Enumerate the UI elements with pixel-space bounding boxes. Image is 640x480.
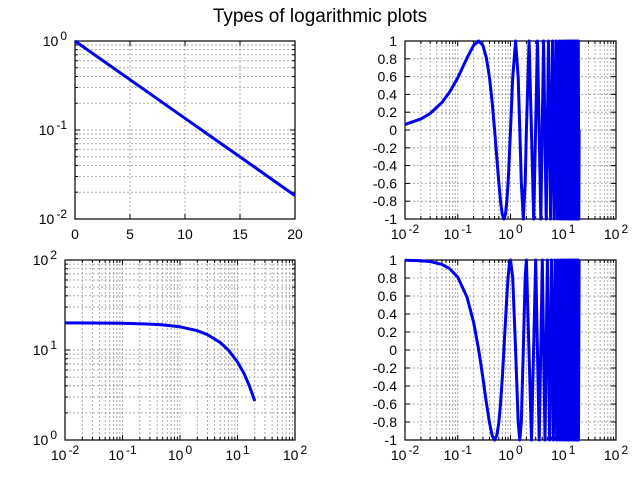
y-tick-label: 0.8: [378, 270, 398, 286]
y-tick-label: 0.6: [378, 288, 398, 304]
y-tick-label: 10 0: [43, 29, 68, 49]
x-tick-label: 10 2: [283, 443, 308, 463]
y-tick-label: 0.2: [378, 324, 398, 340]
x-tick-label: 5: [126, 226, 134, 242]
axes-frame: [74, 40, 296, 220]
y-tick-label: -1: [385, 211, 398, 227]
x-tick-label: 10 -1: [108, 443, 137, 463]
y-tick-label: -0.8: [373, 193, 397, 209]
y-tick-label: -1: [385, 432, 398, 448]
y-tick-label: 10 -1: [39, 118, 68, 138]
x-tick-label: 10 -2: [51, 443, 80, 463]
y-tick-label: 0.2: [378, 104, 398, 120]
y-tick-label: 10 1: [33, 338, 58, 358]
y-tick-label: -0.2: [373, 360, 397, 376]
x-tick-label: 10 1: [225, 443, 250, 463]
subplot-bottom-right: 10 -2 10 -1 10 0 10 1 10 2 -1 -0.8 -0.6 -0.4 -0.2 0 0.2 0…: [373, 252, 629, 463]
y-tick-label: 0: [389, 122, 397, 138]
x-tick-label: 20: [287, 226, 303, 242]
x-tick-label: 10 -2: [391, 443, 420, 463]
axes-frame: [404, 40, 617, 220]
axes-frame: [64, 259, 296, 441]
x-tick-label: 0: [71, 226, 79, 242]
x-tick-label: 15: [232, 226, 248, 242]
data-line: [74, 39, 296, 197]
x-tick-label: 10 -1: [444, 443, 473, 463]
x-tick-label: 10 2: [604, 443, 629, 463]
subplot-top-right: 10 -2 10 -1 10 0 10 1 10 2 -1 -0.8 -0.6-0.4 -0.2 0 0.2 0…: [373, 33, 629, 242]
y-tick-label: 0.4: [378, 86, 398, 102]
y-tick-label: -0.4: [373, 378, 397, 394]
subplot-bottom-left: 10 -2 10 -1 10 0 10 1 10 2 10 0 10 1 10 2: [33, 248, 308, 463]
y-tick-label: 1: [389, 33, 397, 49]
y-tick-label: 0: [389, 342, 397, 358]
y-tick-label: -0.6: [373, 175, 397, 191]
data-line: [404, 39, 581, 221]
x-tick-label: 10 1: [551, 443, 576, 463]
y-tick-label: -0.8: [373, 414, 397, 430]
x-tick-label: 10 0: [498, 443, 523, 463]
x-tick-label: 10: [177, 226, 193, 242]
x-tick-label: 10 0: [498, 222, 523, 242]
y-tick-label: -0.6: [373, 396, 397, 412]
y-tick-label: 0.8: [378, 51, 398, 67]
y-tick-label: 1: [389, 252, 397, 268]
y-tick-label: 0.4: [378, 306, 398, 322]
figure-title: Types of logarithmic plots: [212, 6, 428, 27]
data-line: [404, 258, 581, 442]
x-tick-label: 10 1: [551, 222, 576, 242]
y-tick-label: 10 0: [33, 428, 58, 448]
y-tick-label: 0.6: [378, 69, 398, 85]
y-tick-label: 10 2: [33, 248, 58, 268]
x-tick-label: 10 -1: [444, 222, 473, 242]
y-tick-label: 10 -2: [39, 207, 68, 227]
x-tick-label: 10 0: [168, 443, 193, 463]
y-tick-label: -0.2: [373, 140, 397, 156]
y-tick-label: -0.4: [373, 158, 397, 174]
x-tick-label: 10 -2: [391, 222, 420, 242]
data-line: [64, 321, 257, 402]
x-tick-label: 10 2: [604, 222, 629, 242]
